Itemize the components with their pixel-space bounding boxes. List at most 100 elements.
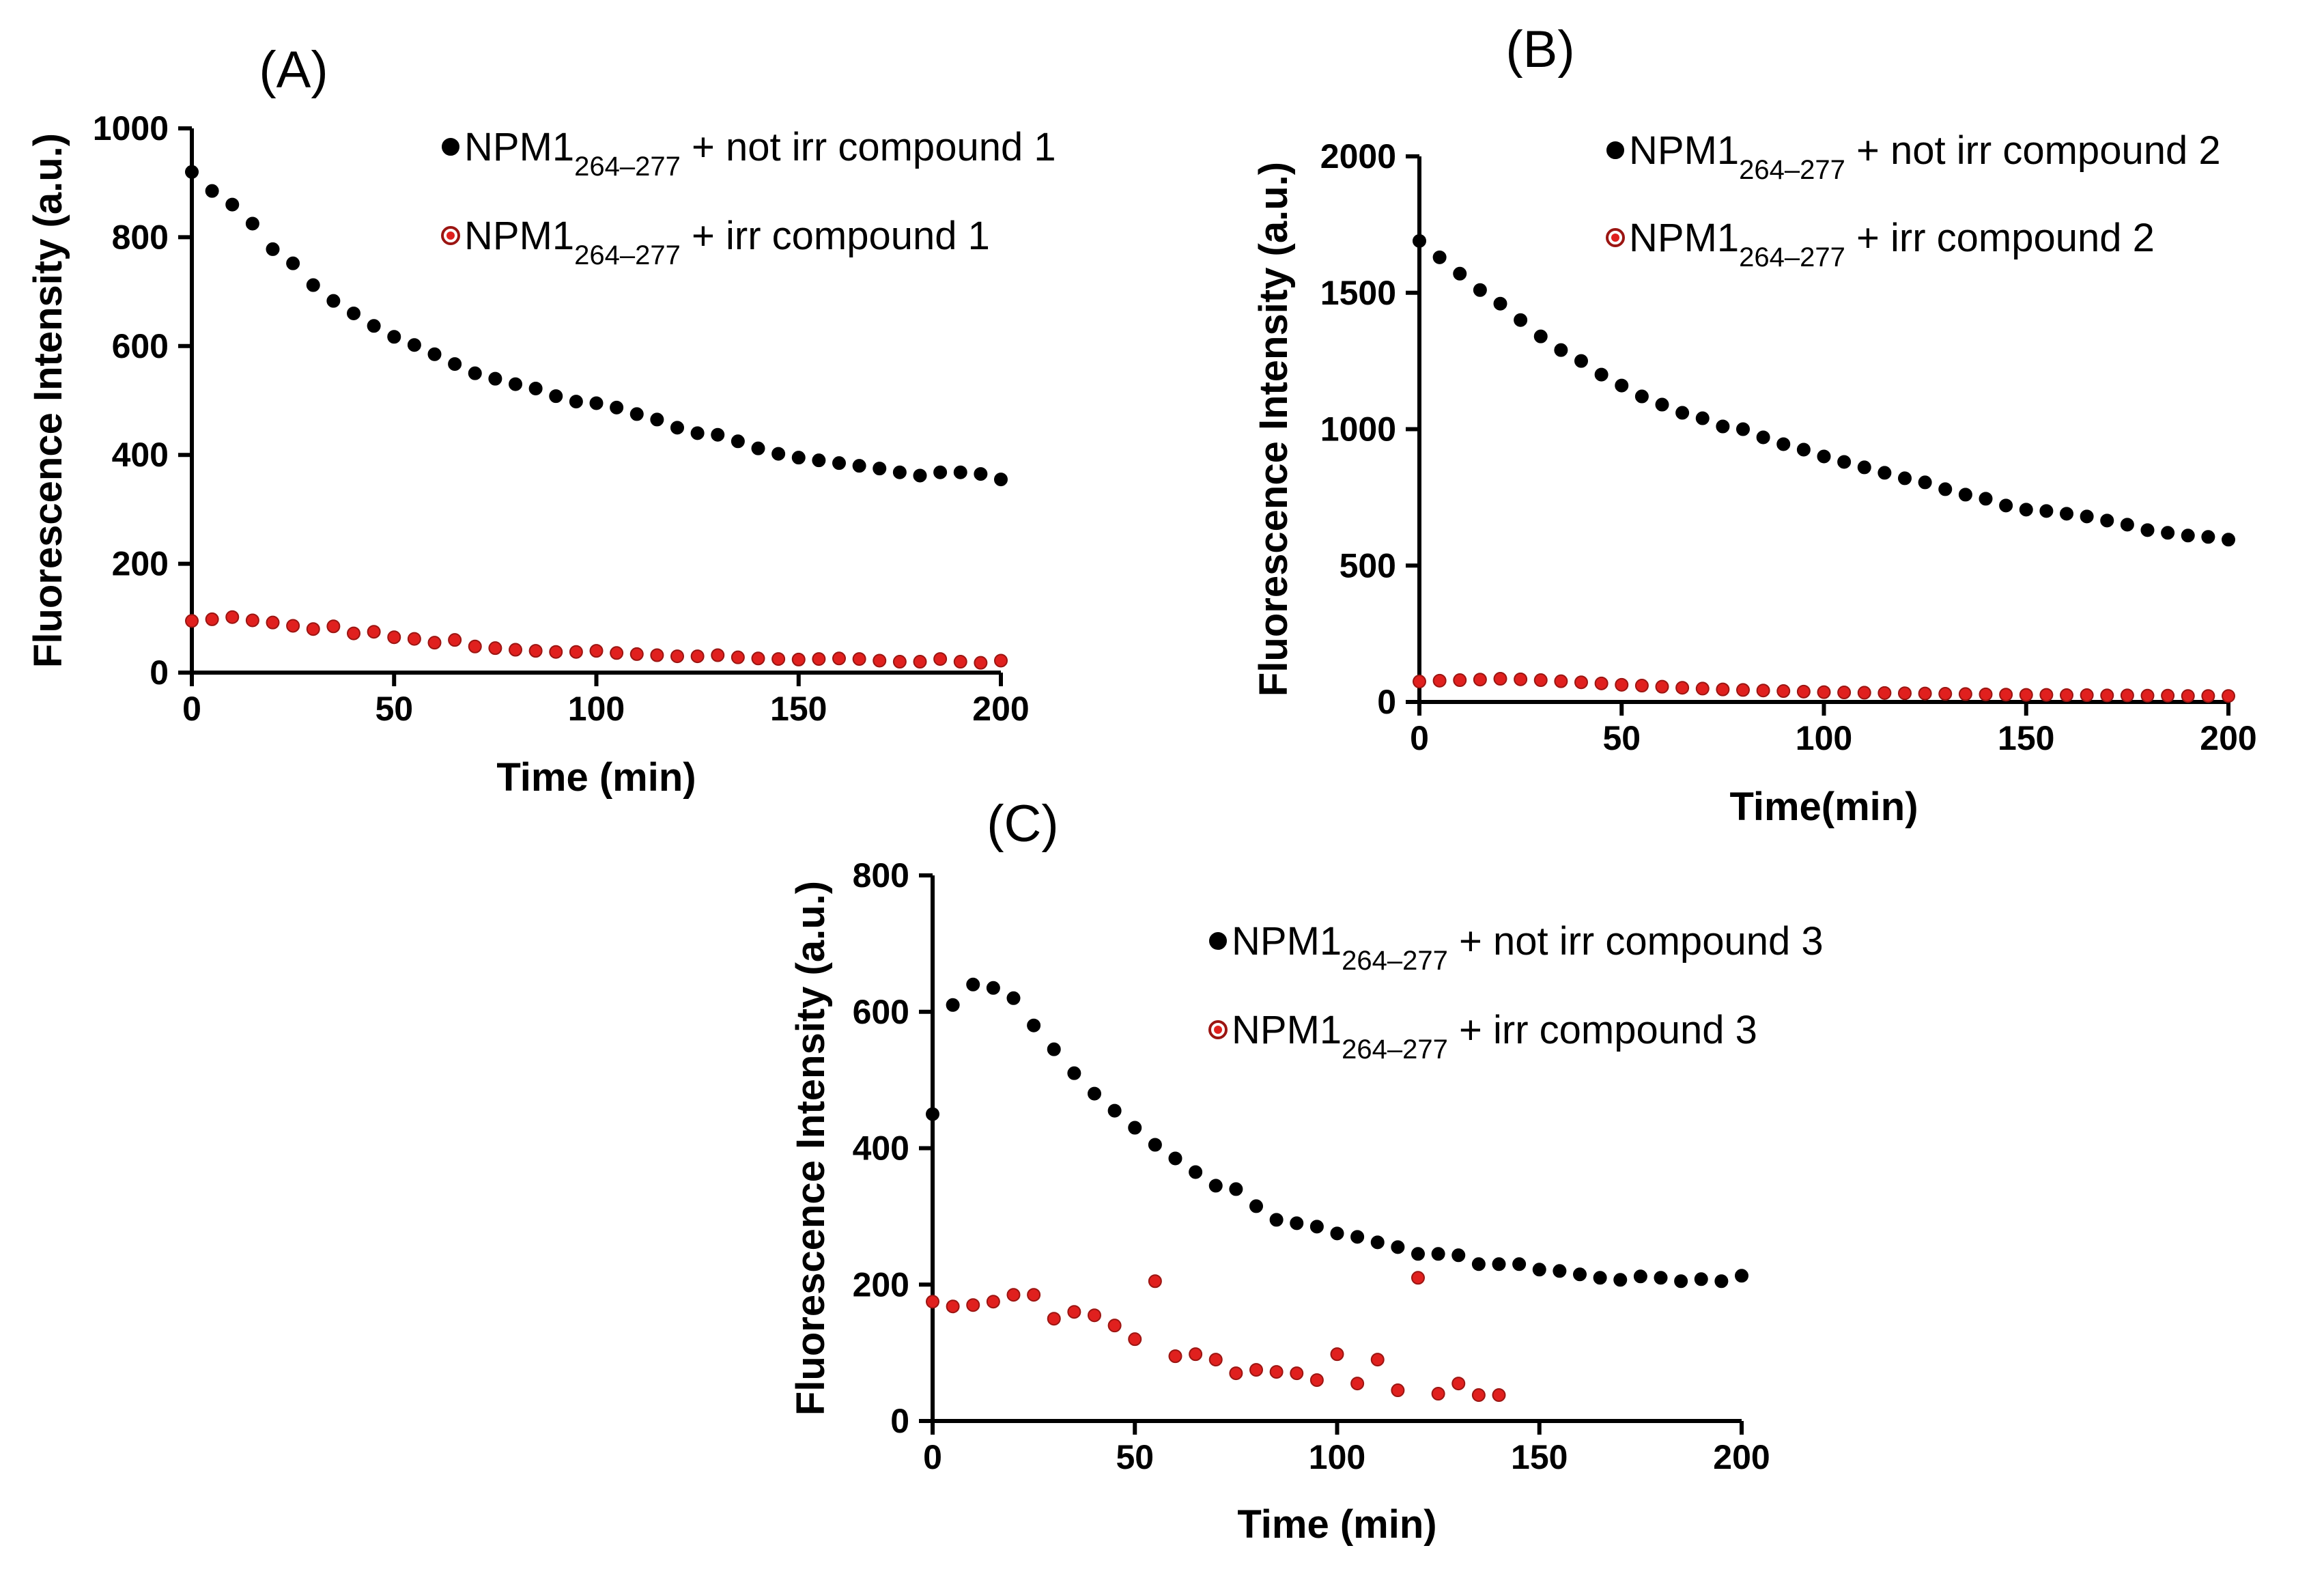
x-tick-label: 200 bbox=[2200, 719, 2256, 757]
data-point-irr bbox=[1877, 686, 1892, 700]
data-point-not_irr bbox=[1674, 1274, 1688, 1289]
data-point-not_irr bbox=[953, 465, 967, 479]
data-point-not_irr bbox=[245, 216, 259, 231]
data-point-irr bbox=[650, 648, 664, 662]
data-point-not_irr bbox=[933, 465, 948, 479]
data-point-irr bbox=[468, 639, 482, 653]
x-axis-label: Time (min) bbox=[496, 755, 696, 800]
data-point-not_irr bbox=[670, 421, 684, 435]
x-tick-label: 100 bbox=[568, 690, 625, 728]
data-point-irr bbox=[1249, 1363, 1263, 1377]
data-point-not_irr bbox=[1695, 411, 1710, 425]
data-point-irr bbox=[2060, 688, 2073, 703]
legend-label-not_irr: NPM1264–277 + not irr compound 3 bbox=[1232, 919, 1824, 976]
data-point-not_irr bbox=[589, 396, 604, 410]
data-point-irr bbox=[690, 649, 705, 664]
data-point-irr bbox=[1574, 675, 1588, 690]
data-point-not_irr bbox=[1654, 1271, 1668, 1285]
data-point-not_irr bbox=[1573, 1267, 1587, 1282]
data-point-not_irr bbox=[1249, 1199, 1263, 1213]
data-point-not_irr bbox=[873, 462, 887, 476]
data-point-not_irr bbox=[650, 412, 664, 427]
data-point-irr bbox=[1350, 1377, 1365, 1391]
y-tick-label: 0 bbox=[890, 1402, 909, 1440]
x-tick-label: 100 bbox=[1796, 719, 1852, 757]
data-point-irr bbox=[629, 647, 644, 661]
data-point-irr bbox=[266, 615, 280, 630]
chart-panel-c: (C) 0 50 100 150 200 0 200 400 600 800 Time (min) Fl… bbox=[789, 795, 1824, 1547]
data-point-not_irr bbox=[1148, 1138, 1162, 1152]
data-point-not_irr bbox=[1047, 1042, 1061, 1056]
data-point-irr bbox=[1413, 675, 1426, 689]
data-point-not_irr bbox=[2120, 518, 2134, 532]
data-point-irr bbox=[610, 646, 624, 660]
data-point-irr bbox=[2039, 688, 2054, 702]
data-point-not_irr bbox=[610, 400, 624, 414]
data-point-not_irr bbox=[986, 981, 1000, 995]
data-point-not_irr bbox=[1633, 1269, 1647, 1284]
data-point-not_irr bbox=[1128, 1121, 1142, 1135]
data-point-not_irr bbox=[225, 197, 240, 212]
data-point-irr bbox=[2201, 689, 2215, 703]
y-axis-label: Fluorescence Intensity (a.u.) bbox=[789, 881, 833, 1416]
data-point-not_irr bbox=[1877, 466, 1892, 480]
data-point-not_irr bbox=[1451, 1248, 1466, 1263]
data-point-not_irr bbox=[2039, 504, 2054, 518]
data-point-not_irr bbox=[1918, 475, 1932, 490]
data-point-irr bbox=[347, 626, 360, 641]
data-point-irr bbox=[1330, 1347, 1344, 1362]
data-point-irr bbox=[852, 652, 866, 666]
data-point-not_irr bbox=[1716, 419, 1730, 434]
data-point-irr bbox=[1431, 1387, 1445, 1401]
data-point-irr bbox=[946, 1299, 960, 1314]
data-point-not_irr bbox=[1370, 1235, 1385, 1250]
data-point-not_irr bbox=[488, 371, 502, 386]
y-tick-label: 1000 bbox=[1320, 410, 1396, 449]
data-point-irr bbox=[509, 643, 522, 657]
data-point-not_irr bbox=[407, 338, 421, 352]
data-point-irr bbox=[1958, 687, 1972, 701]
data-point-not_irr bbox=[549, 389, 563, 404]
data-point-not_irr bbox=[1168, 1151, 1182, 1166]
x-axis-label: Time (min) bbox=[1237, 1502, 1436, 1547]
x-tick-label: 50 bbox=[1116, 1438, 1154, 1476]
data-point-not_irr bbox=[1431, 1247, 1445, 1261]
data-point-irr bbox=[731, 650, 745, 664]
data-point-irr bbox=[1615, 677, 1629, 692]
data-point-irr bbox=[1088, 1308, 1101, 1323]
data-point-irr bbox=[1148, 1274, 1162, 1289]
data-point-not_irr bbox=[771, 447, 786, 461]
data-point-not_irr bbox=[1532, 1263, 1546, 1277]
data-point-not_irr bbox=[387, 330, 401, 344]
x-tick-label: 50 bbox=[375, 690, 413, 728]
data-point-irr bbox=[1473, 673, 1487, 687]
data-point-irr bbox=[873, 653, 887, 668]
data-point-irr bbox=[1451, 1377, 1466, 1391]
y-tick-label: 1000 bbox=[93, 109, 169, 147]
data-point-irr bbox=[1634, 679, 1649, 693]
data-point-irr bbox=[1027, 1288, 1041, 1302]
data-point-not_irr bbox=[1776, 437, 1791, 451]
data-point-irr bbox=[2120, 688, 2134, 703]
data-point-not_irr bbox=[926, 1107, 939, 1121]
data-point-irr bbox=[1918, 686, 1932, 701]
data-point-irr bbox=[1938, 687, 1953, 701]
data-point-irr bbox=[1107, 1319, 1122, 1333]
data-point-not_irr bbox=[1309, 1220, 1324, 1234]
data-point-irr bbox=[812, 652, 826, 666]
legend-marker-core bbox=[1214, 1026, 1222, 1034]
data-point-irr bbox=[1695, 681, 1710, 696]
y-tick-label: 600 bbox=[112, 327, 169, 365]
x-tick-label: 0 bbox=[923, 1438, 942, 1476]
data-point-not_irr bbox=[966, 977, 980, 991]
data-point-irr bbox=[589, 644, 604, 658]
data-point-irr bbox=[1756, 684, 1770, 698]
data-point-irr bbox=[1514, 672, 1528, 686]
data-point-irr bbox=[670, 649, 684, 664]
data-point-irr bbox=[1554, 674, 1568, 688]
y-tick-label: 200 bbox=[853, 1265, 909, 1304]
data-point-not_irr bbox=[2060, 507, 2073, 521]
data-point-not_irr bbox=[1027, 1018, 1041, 1032]
data-point-irr bbox=[1128, 1332, 1142, 1347]
